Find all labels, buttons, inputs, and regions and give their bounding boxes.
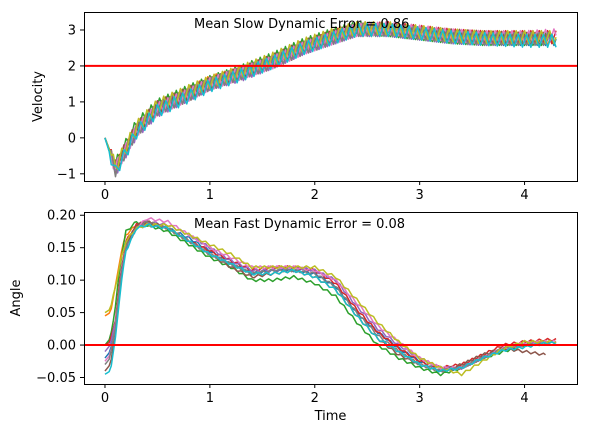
x-tick-label: 1 bbox=[206, 391, 214, 406]
angle-series-layer bbox=[104, 217, 557, 377]
series-line-6 bbox=[104, 220, 546, 373]
velocity-error-annotation: Mean Slow Dynamic Error = 0.86 bbox=[194, 17, 409, 32]
y-tick-label: −0.05 bbox=[36, 371, 76, 386]
angle-ticks: 0 1 2 3 4 −0.05 0.00 0.05 0.10 0.15 0.20 bbox=[36, 209, 529, 406]
time-x-axis-label: Time bbox=[314, 409, 347, 424]
x-tick-label: 4 bbox=[520, 391, 528, 406]
y-tick-label: 0.00 bbox=[47, 339, 76, 354]
x-tick-label: 0 bbox=[101, 188, 109, 203]
series-line-10 bbox=[104, 223, 557, 375]
y-tick-label: 1 bbox=[68, 95, 76, 110]
y-tick-label: 0.20 bbox=[47, 209, 76, 224]
series-line-5 bbox=[104, 219, 551, 370]
x-tick-label: 3 bbox=[416, 391, 424, 406]
x-tick-label: 2 bbox=[311, 188, 319, 203]
velocity-panel: 0 1 2 3 4 −1 0 1 2 3 Mean Slow Dynamic Error = 0.… bbox=[31, 12, 578, 203]
y-tick-label: −1 bbox=[57, 167, 76, 182]
angle-error-annotation: Mean Fast Dynamic Error = 0.08 bbox=[194, 217, 405, 232]
series-line-3 bbox=[104, 220, 546, 377]
series-line-9 bbox=[104, 20, 557, 170]
series-line-1 bbox=[104, 222, 557, 373]
velocity-ticks: 0 1 2 3 4 −1 0 1 2 3 bbox=[57, 23, 529, 203]
x-tick-label: 4 bbox=[520, 188, 528, 203]
x-tick-label: 2 bbox=[311, 391, 319, 406]
y-tick-label: 0.10 bbox=[47, 274, 76, 289]
velocity-axes-frame bbox=[84, 12, 578, 182]
velocity-y-axis-label: Velocity bbox=[31, 71, 46, 122]
y-tick-label: 2 bbox=[68, 59, 76, 74]
series-line-9 bbox=[104, 222, 557, 377]
angle-axes-frame bbox=[84, 212, 578, 385]
series-line-2 bbox=[104, 220, 551, 373]
y-tick-label: 0.05 bbox=[47, 306, 76, 321]
x-tick-label: 3 bbox=[416, 188, 424, 203]
y-tick-label: 0.15 bbox=[47, 241, 76, 256]
velocity-series-layer bbox=[104, 20, 557, 178]
angle-y-axis-label: Angle bbox=[9, 280, 24, 317]
x-tick-label: 0 bbox=[101, 391, 109, 406]
y-tick-label: 3 bbox=[68, 23, 76, 38]
series-line-8 bbox=[104, 220, 551, 373]
x-tick-label: 1 bbox=[206, 188, 214, 203]
series-line-10 bbox=[104, 22, 557, 172]
angle-panel: 0 1 2 3 4 −0.05 0.00 0.05 0.10 0.15 0.20 Mean Fast… bbox=[9, 209, 578, 424]
y-tick-label: 0 bbox=[68, 131, 76, 146]
